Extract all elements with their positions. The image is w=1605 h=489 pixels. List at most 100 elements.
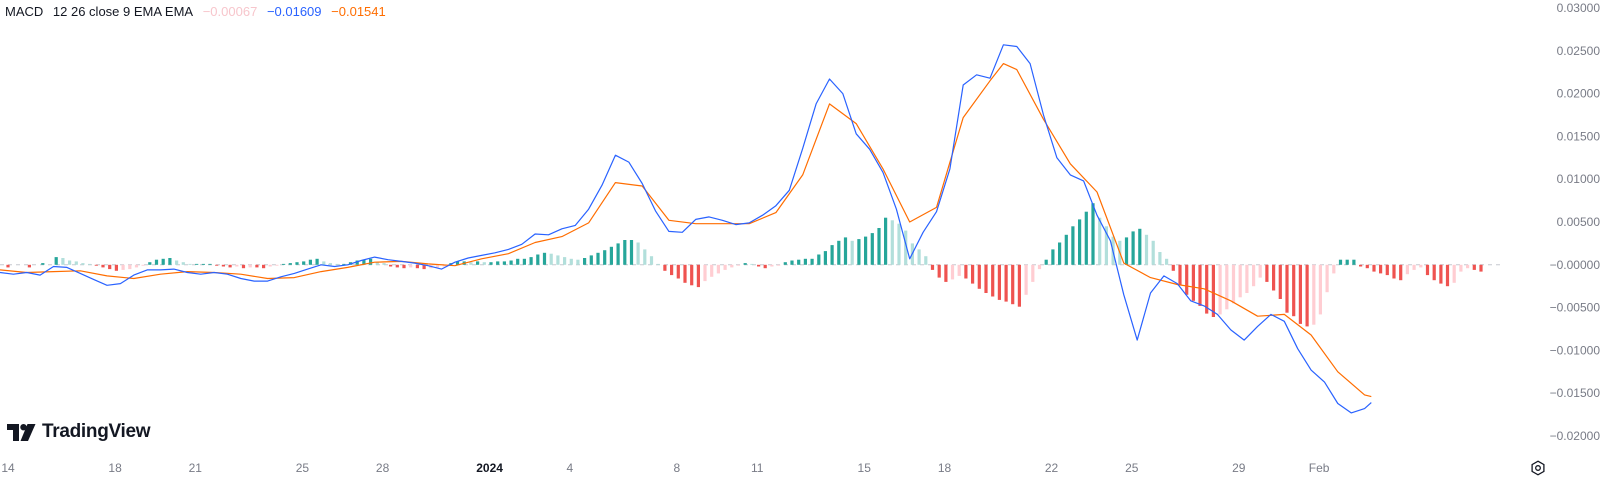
- histogram-bar: [1292, 264, 1296, 317]
- logo-text: TradingView: [42, 421, 151, 442]
- histogram-bar: [362, 259, 366, 265]
- histogram-bar: [556, 255, 560, 265]
- macd-value: −0.01609: [266, 4, 322, 19]
- histogram-bar: [108, 264, 112, 270]
- x-tick-label: 21: [189, 461, 203, 475]
- tradingview-logo[interactable]: TradingView: [7, 421, 151, 443]
- histogram-bar: [335, 263, 339, 265]
- histogram-bar: [1372, 264, 1376, 272]
- histogram-bar: [977, 264, 981, 289]
- histogram-bar: [355, 260, 359, 265]
- histogram-bar: [27, 264, 31, 268]
- x-tick-label: 22: [1045, 461, 1059, 475]
- histogram-bar: [736, 264, 741, 266]
- histogram-bar: [1439, 264, 1443, 284]
- histogram-bar: [134, 264, 139, 268]
- histogram-bar: [676, 264, 680, 279]
- settings-button[interactable]: [1530, 460, 1546, 476]
- histogram-bar: [322, 261, 326, 265]
- histogram-bar: [1124, 237, 1129, 265]
- y-tick-label: 0.01500: [1557, 129, 1601, 143]
- histogram-bar: [830, 245, 834, 265]
- histogram-bar: [897, 223, 901, 265]
- histogram-bar: [1479, 264, 1483, 272]
- histogram-bar: [944, 264, 948, 282]
- histogram-bar: [215, 264, 219, 266]
- histogram-bar: [342, 263, 346, 265]
- histogram-bar: [1345, 259, 1349, 265]
- histogram-bar: [201, 263, 205, 265]
- histogram-bar: [803, 258, 807, 265]
- histogram-bar: [1425, 264, 1430, 276]
- histogram-bar: [616, 243, 620, 265]
- histogram-bar: [402, 264, 406, 269]
- y-tick-label: −0.00500: [1550, 301, 1601, 315]
- histogram-bar: [522, 258, 526, 265]
- signal-line-path: [0, 63, 1372, 398]
- x-tick-label: 28: [376, 461, 390, 475]
- indicator-legend[interactable]: MACD 12 26 close 9 EMA EMA −0.00067 −0.0…: [5, 4, 392, 19]
- histogram-bar: [1191, 264, 1195, 301]
- histogram-bar: [1459, 264, 1463, 272]
- histogram-bar: [516, 258, 520, 265]
- histogram-bar: [375, 262, 379, 265]
- x-tick-label: 25: [296, 461, 310, 475]
- histogram-bar: [1138, 228, 1142, 265]
- histogram-bar: [1252, 264, 1256, 287]
- histogram-bar: [235, 264, 239, 267]
- histogram-bar: [395, 264, 399, 268]
- histogram-bar: [696, 264, 700, 288]
- histogram-bar: [643, 249, 647, 265]
- histogram-bar: [154, 259, 159, 265]
- indicator-params: 12 26 close 9 EMA EMA: [52, 4, 194, 19]
- histogram-bar: [710, 264, 714, 277]
- histogram-bar: [1432, 264, 1436, 281]
- histogram-bar: [68, 260, 72, 265]
- histogram-bar: [101, 264, 105, 268]
- histogram-bar: [88, 263, 92, 265]
- y-tick-label: 0.02000: [1557, 87, 1601, 101]
- y-tick-label: −0.01500: [1550, 386, 1601, 400]
- histogram-bar: [1064, 234, 1068, 265]
- histogram-bar: [656, 263, 660, 265]
- x-tick-label: 25: [1125, 461, 1139, 475]
- histogram-bar: [1171, 264, 1175, 271]
- histogram-bar: [1205, 264, 1209, 314]
- histogram-bar: [141, 264, 145, 266]
- histogram-bar: [315, 258, 319, 265]
- histogram-bar: [1131, 231, 1135, 265]
- histogram-bar: [1185, 264, 1189, 295]
- histogram-bar: [670, 264, 674, 276]
- indicator-title: MACD: [5, 4, 44, 19]
- histogram-bar: [757, 264, 761, 267]
- x-tick-label: 4: [567, 461, 574, 475]
- price-axis[interactable]: 0.03000 0.02500 0.02000 0.01500 0.01000 0.005…: [1550, 1, 1601, 443]
- histogram-bar: [904, 230, 908, 265]
- histogram-bar: [636, 242, 640, 265]
- histogram-bar: [409, 264, 413, 268]
- histogram-bar: [489, 262, 493, 265]
- histogram-bar: [629, 240, 634, 265]
- histogram-bar: [1198, 264, 1202, 306]
- histogram-bar: [442, 264, 446, 267]
- histogram-bar: [221, 264, 225, 267]
- histogram-bar: [1258, 264, 1262, 278]
- histogram-bar: [308, 259, 312, 265]
- histogram-bar: [890, 220, 894, 265]
- histogram-bar: [569, 258, 573, 265]
- x-tick-label: 15: [858, 461, 872, 475]
- histogram-bar: [1225, 264, 1229, 310]
- histogram-bar: [1024, 264, 1028, 295]
- histogram-bar: [282, 263, 286, 265]
- histogram-bar: [1472, 264, 1476, 270]
- histogram-bar: [469, 262, 473, 265]
- histogram-bar: [54, 257, 58, 265]
- histogram-bar: [121, 264, 125, 270]
- time-axis[interactable]: 14 18 21 25 28 2024 4 8 11 15 18 22 25 29 Feb: [1, 461, 1329, 475]
- histogram-bar: [596, 252, 600, 265]
- x-tick-label: 14: [1, 461, 15, 475]
- histogram-bar: [6, 264, 10, 268]
- histogram-bar: [690, 264, 694, 286]
- histogram-bar: [1445, 264, 1450, 287]
